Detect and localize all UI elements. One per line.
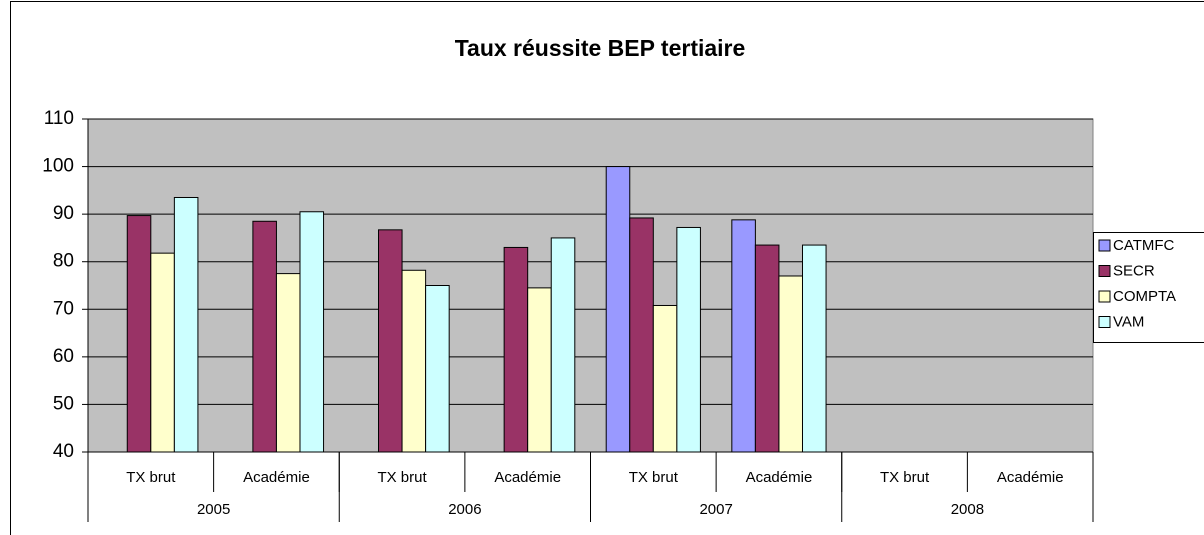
- bar: [378, 229, 403, 453]
- bar: [425, 285, 450, 453]
- bar: [299, 211, 325, 453]
- legend-label: CATMFC: [1113, 237, 1175, 254]
- legend-label: VAM: [1113, 313, 1144, 330]
- bar: [676, 226, 701, 453]
- y-tick-label: 110: [44, 108, 74, 129]
- x-tick-label: Académie: [243, 469, 310, 486]
- bar: [754, 244, 780, 453]
- bar: [150, 252, 175, 453]
- x-tick-label: Académie: [494, 469, 561, 486]
- bar: [778, 275, 803, 453]
- group-label: 2005: [197, 501, 230, 518]
- x-tick-label: TX brut: [880, 469, 930, 486]
- group-label: 2008: [951, 501, 984, 518]
- y-tick-label: 90: [53, 203, 74, 224]
- y-tick-label: 100: [42, 156, 74, 177]
- bar: [652, 304, 678, 453]
- legend-label: SECR: [1113, 262, 1155, 279]
- chart-title: Taux réussite BEP tertiaire: [455, 35, 746, 61]
- y-tick-label: 70: [53, 298, 74, 319]
- y-tick-label: 80: [53, 251, 74, 272]
- legend-swatch: [1098, 265, 1111, 277]
- bar: [252, 220, 277, 453]
- x-tick-label: Académie: [746, 469, 813, 486]
- bar: [527, 287, 552, 453]
- group-label: 2006: [448, 501, 481, 518]
- bar: [550, 237, 576, 453]
- bar: [605, 166, 631, 453]
- legend-box: [1093, 232, 1204, 343]
- bar: [801, 244, 827, 453]
- legend-swatch: [1098, 290, 1111, 303]
- bar: [731, 219, 756, 453]
- legend-swatch: [1098, 316, 1111, 328]
- x-tick-label: TX brut: [629, 469, 679, 486]
- group-label: 2007: [699, 501, 732, 518]
- y-tick-label: 50: [53, 393, 74, 414]
- bar: [503, 246, 529, 453]
- bar: [629, 217, 654, 453]
- legend-label: COMPTA: [1113, 288, 1176, 305]
- bar: [275, 273, 301, 453]
- y-tick-label: 40: [53, 441, 74, 462]
- x-tick-label: Académie: [997, 469, 1064, 486]
- x-tick-label: TX brut: [126, 469, 176, 486]
- bar: [173, 196, 199, 453]
- bar: [401, 269, 427, 453]
- x-tick-label: TX brut: [377, 469, 427, 486]
- legend-swatch: [1098, 239, 1111, 252]
- plot-area: [87, 118, 1094, 453]
- bar: [126, 215, 152, 453]
- y-tick-label: 60: [53, 346, 74, 367]
